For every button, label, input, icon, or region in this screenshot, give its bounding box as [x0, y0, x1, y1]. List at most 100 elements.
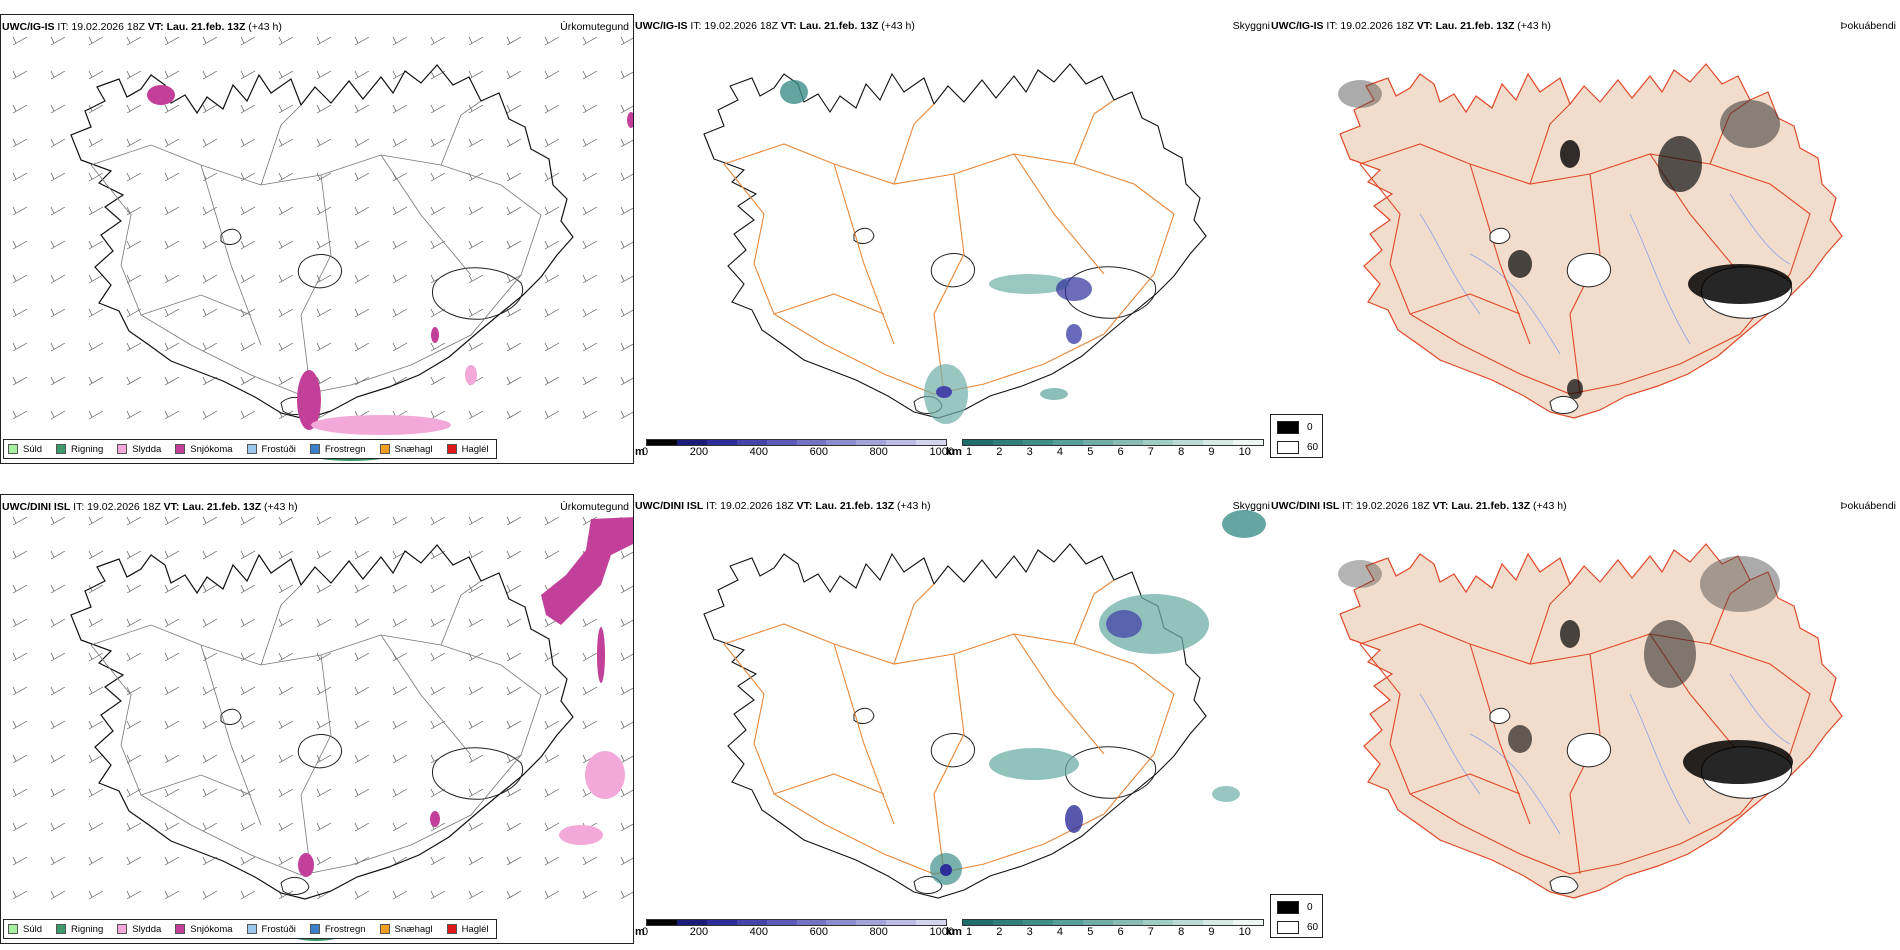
wind-barb	[88, 104, 104, 114]
wind-barb	[544, 410, 560, 420]
low-cloud-area	[1066, 324, 1082, 344]
wind-barb	[354, 36, 370, 46]
low-cloud-area	[1222, 510, 1266, 538]
wind-barb	[544, 856, 560, 866]
wind-barb	[278, 36, 294, 46]
legend-label: Frostúði	[261, 443, 296, 455]
wind-barb	[392, 138, 408, 148]
wind-barb	[12, 342, 28, 352]
wind-barb	[354, 172, 370, 182]
wind-barb	[506, 410, 522, 420]
wind-barb	[278, 172, 294, 182]
wind-barb	[430, 36, 446, 46]
wind-barb	[582, 376, 598, 386]
wind-barb	[316, 308, 332, 318]
wind-barb	[354, 890, 370, 900]
wind-barb	[544, 274, 560, 284]
legend-label: Frostregn	[324, 923, 366, 935]
wind-barb	[88, 274, 104, 284]
wind-barb	[12, 822, 28, 832]
river-line	[1629, 213, 1691, 345]
wind-barb	[392, 822, 408, 832]
wind-barb	[354, 274, 370, 284]
visibility-colorbar	[962, 919, 1264, 926]
model-header: UWC/DINI ISL IT: 19.02.2026 18Z VT: Lau.…	[635, 500, 931, 512]
wind-barb	[50, 686, 66, 696]
wind-barb	[88, 410, 104, 420]
road-line	[200, 644, 262, 826]
wind-barb	[88, 550, 104, 560]
wind-barb	[506, 754, 522, 764]
river-line	[1419, 693, 1481, 795]
wind-barb	[430, 720, 446, 730]
sleet-area	[465, 365, 477, 385]
colorbar-segment	[766, 440, 797, 445]
wind-barb	[164, 376, 180, 386]
wind-barb	[88, 376, 104, 386]
colorbar-segment	[1113, 440, 1143, 445]
wind-barb	[12, 240, 28, 250]
wind-barb	[468, 686, 484, 696]
road-line	[140, 774, 252, 796]
legend-swatch	[246, 444, 257, 454]
wind-barb	[316, 584, 332, 594]
wind-barb	[164, 686, 180, 696]
wind-barb	[354, 138, 370, 148]
wind-barb	[582, 138, 598, 148]
road-line	[1073, 579, 1115, 645]
wind-barb	[582, 516, 598, 526]
wind-barb	[506, 618, 522, 628]
colorbar-segment	[796, 920, 827, 925]
wind-barb	[582, 890, 598, 900]
wind-barb	[582, 36, 598, 46]
wind-barb	[544, 516, 560, 526]
wind-barb	[468, 274, 484, 284]
snow-area	[147, 85, 175, 105]
wind-barb	[582, 308, 598, 318]
precip-map	[12, 36, 633, 461]
cloud-base-map-igis: UWC/IG-IS IT: 19.02.2026 18Z VT: Lau. 21…	[634, 14, 1270, 464]
wind-barb	[202, 686, 218, 696]
wind-barb	[278, 584, 294, 594]
wind-barb	[240, 856, 256, 866]
wind-barb	[278, 342, 294, 352]
colorbar-tick: 600	[809, 926, 828, 938]
road-line	[200, 164, 262, 346]
wind-barb	[392, 36, 408, 46]
wind-barb	[164, 70, 180, 80]
wind-barb	[620, 376, 633, 386]
legend-label: Haglél	[461, 443, 489, 455]
wind-barb	[202, 308, 218, 318]
cloudbase-colorbar	[646, 919, 947, 926]
cloudbase-unit: m	[635, 446, 645, 458]
wind-barb	[354, 686, 370, 696]
wind-barb	[278, 138, 294, 148]
legend-label: Súld	[23, 923, 43, 935]
wind-barb	[506, 584, 522, 594]
wind-barb	[278, 618, 294, 628]
wind-barb	[430, 516, 446, 526]
wind-barb	[506, 138, 522, 148]
cloud-map	[703, 510, 1266, 899]
wind-barb	[88, 206, 104, 216]
wind-barb	[202, 618, 218, 628]
legend-swatch	[8, 444, 18, 454]
wind-barb	[50, 342, 66, 352]
wind-barb	[164, 720, 180, 730]
wind-barb	[240, 822, 256, 832]
wind-barb	[506, 652, 522, 662]
wind-barb	[88, 70, 104, 80]
wind-barb	[354, 618, 370, 628]
wind-barb	[12, 584, 28, 594]
colorbar-segment	[706, 440, 737, 445]
wind-barb	[240, 206, 256, 216]
wind-barb	[506, 274, 522, 284]
panel-title: Skyggni	[1232, 500, 1270, 512]
wind-barb	[88, 890, 104, 900]
sleet-area	[585, 751, 625, 799]
road-line	[723, 623, 1175, 875]
wind-barb	[88, 618, 104, 628]
legend-label: Rigning	[71, 923, 104, 935]
wind-barb	[50, 172, 66, 182]
wind-barb	[240, 376, 256, 386]
